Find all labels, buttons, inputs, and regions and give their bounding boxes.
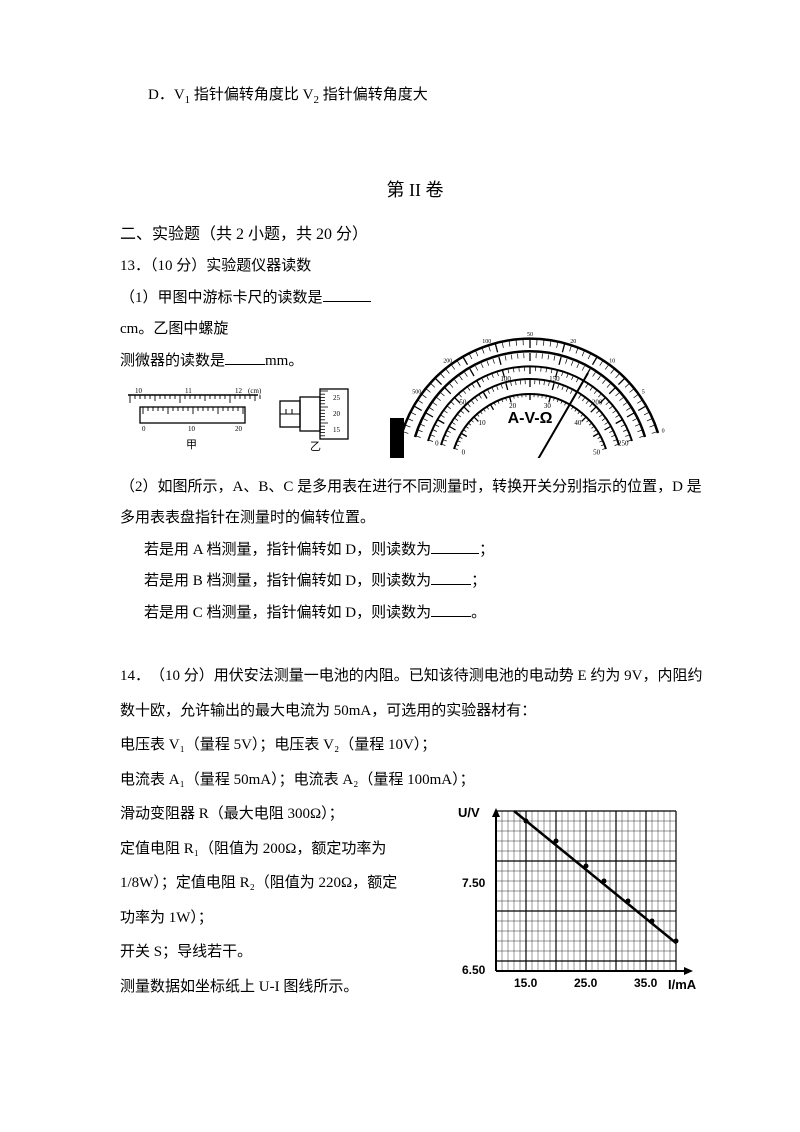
opt-d-mid: 指针偏转角度比 V (190, 87, 313, 103)
ytick-650: 6.50 (462, 963, 486, 977)
ifA-text: 若是用 A 档测量，指针偏转如 D，则读数为 (144, 542, 431, 558)
q13-ifC: 若是用 C 档测量，指针偏转如 D，则读数为 。 (144, 598, 710, 630)
blank-B (431, 570, 471, 585)
q14-line4: 定值电阻 R₁（阻值为 200Ω，额定功率为 (120, 832, 434, 867)
q14-line5: 1/8W）；定值电阻 R₂（阻值为 220Ω，额定 (120, 866, 434, 901)
q13-p1-line2: 测微器的读数是 mm。 (120, 346, 380, 378)
q14-line3: 滑动变阻器 R（最大电阻 300Ω）； (120, 797, 434, 832)
svg-text:10: 10 (479, 419, 487, 427)
opt-d-suffix: 指针偏转角度大 (319, 87, 428, 103)
svg-text:20: 20 (570, 339, 576, 345)
q13-ifB: 若是用 B 档测量，指针偏转如 D，则读数为 ； (144, 566, 710, 598)
svg-text:50: 50 (527, 332, 533, 338)
svg-text:50: 50 (459, 399, 467, 407)
mic-20: 20 (333, 410, 341, 418)
svg-text:0: 0 (435, 440, 439, 448)
q13-p2: （2）如图所示，A、B、C 是多用表在进行不同测量时，转换开关分别指示的位置，D… (120, 472, 710, 535)
cal-v-20: 20 (235, 425, 243, 433)
q14-head-b: 数十欧，允许输出的最大电流为 50mA，可选用的实验器材有： (120, 694, 710, 729)
cal-v-10: 10 (188, 425, 196, 433)
opt-d-prefix: D．V (148, 87, 185, 103)
end-B: ； (471, 573, 486, 589)
svg-text:250: 250 (618, 440, 629, 448)
blank-A (431, 539, 479, 554)
svg-text:150: 150 (549, 375, 560, 383)
end-A: ； (479, 542, 494, 558)
q13-p1-line1: （1）甲图中游标卡尺的读数是 cm。乙图中螺旋 (120, 283, 380, 346)
q13-p1d: mm。 (265, 353, 303, 369)
blank-2 (225, 350, 265, 365)
q13-p1a: （1）甲图中游标卡尺的读数是 (120, 290, 323, 306)
ylabel: U/V (458, 805, 480, 820)
multimeter-dial: 010203040500501001502002501k500200100502… (390, 283, 670, 458)
xtick-15: 15.0 (514, 976, 538, 990)
svg-text:20: 20 (509, 402, 516, 410)
ifB-text: 若是用 B 档测量，指针偏转如 D，则读数为 (144, 573, 431, 589)
q14-line2: 电流表 A₁（量程 50mA）；电流表 A₂（量程 100mA）； (120, 763, 710, 798)
svg-text:0: 0 (462, 448, 466, 456)
section-ii-title: 第 II 卷 (120, 172, 710, 210)
svg-text:10: 10 (609, 359, 615, 365)
svg-text:200: 200 (592, 399, 603, 407)
svg-text:50: 50 (593, 448, 601, 456)
micrometer-figure: 25 20 15 乙 (278, 383, 358, 453)
mic-15: 15 (333, 426, 341, 434)
xlabel: I/mA (668, 977, 697, 992)
end-C: 。 (471, 605, 486, 621)
xtick-35: 35.0 (634, 976, 658, 990)
option-d: D．V1 指针偏转角度比 V2 指针偏转角度大 (148, 80, 710, 112)
ui-graph: U/V 7.50 6.50 15.0 25.0 35.0 I/mA (450, 797, 710, 1007)
ytick-750: 7.50 (462, 876, 486, 890)
q14-line6: 功率为 1W）； (120, 901, 434, 936)
q13-p1c: 测微器的读数是 (120, 353, 225, 369)
cal-lbl-12: 12 (235, 387, 243, 395)
cal-unit: (cm) (248, 387, 262, 395)
svg-text:500: 500 (412, 390, 421, 396)
mic-25: 25 (333, 394, 341, 402)
q13-ifA: 若是用 A 档测量，指针偏转如 D，则读数为 ； (144, 535, 710, 567)
svg-text:40: 40 (574, 419, 582, 427)
blank-C (431, 602, 471, 617)
blank-1 (323, 287, 371, 302)
caliper-figure: [] 10 11 12 (cm) 0 10 20 甲 (120, 383, 270, 453)
xtick-25: 25.0 (574, 976, 598, 990)
cal-v-0: 0 (142, 425, 146, 433)
q14-head-a: 14． （10 分）用伏安法测量一电池的内阻。已知该待测电池的电动势 E 约为 … (120, 659, 710, 694)
q14-line1: 电压表 V₁（量程 5V）；电压表 V₂（量程 10V）； (120, 728, 710, 763)
svg-text:100: 100 (500, 375, 511, 383)
svg-text:100: 100 (482, 339, 491, 345)
svg-text:30: 30 (544, 402, 552, 410)
caliper-caption: 甲 (186, 439, 197, 451)
section-2-heading: 二、实验题（共 2 小题，共 20 分） (120, 218, 710, 252)
cal-lbl-10: 10 (135, 387, 143, 395)
svg-text:0: 0 (662, 429, 665, 435)
cal-lbl-11: 11 (185, 387, 192, 395)
q13-header: 13．（10 分）实验题仪器读数 (120, 251, 710, 283)
svg-text:200: 200 (443, 359, 452, 365)
svg-text:5: 5 (642, 390, 645, 396)
dial-label: A-V-Ω (508, 410, 553, 427)
ifC-text: 若是用 C 档测量，指针偏转如 D，则读数为 (144, 605, 431, 621)
micrometer-caption: 乙 (310, 440, 321, 453)
q14-line7: 开关 S；导线若干。 (120, 935, 434, 970)
q14-line8: 测量数据如坐标纸上 U-I 图线所示。 (120, 970, 434, 1005)
q13-p1b: cm。乙图中螺旋 (120, 321, 228, 337)
